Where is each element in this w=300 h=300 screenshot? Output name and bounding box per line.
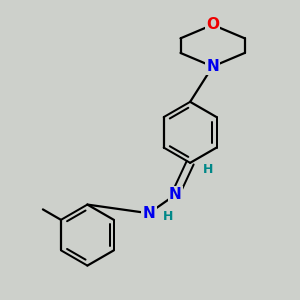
Text: N: N [169,188,182,202]
Text: N: N [206,59,219,74]
Text: H: H [202,164,213,176]
Text: O: O [206,17,219,32]
Text: N: N [142,206,155,221]
Text: H: H [163,210,173,223]
